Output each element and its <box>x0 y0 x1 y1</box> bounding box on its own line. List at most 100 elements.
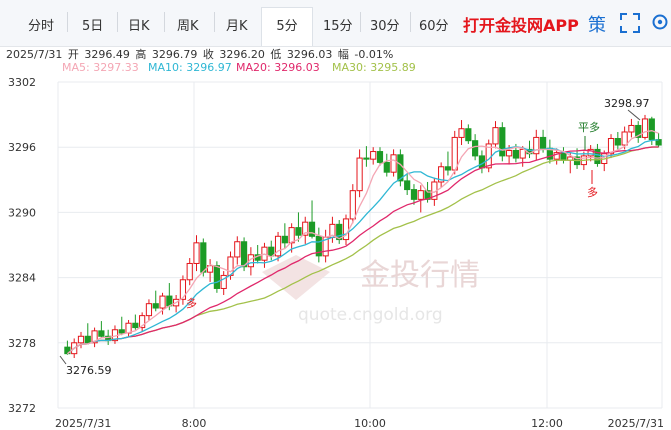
candle-body <box>84 335 91 344</box>
fullscreen-icon[interactable] <box>619 12 641 34</box>
candle-body <box>492 127 499 145</box>
ma30-legend: MA30: 3295.89 <box>332 61 416 74</box>
candle-body <box>648 118 655 141</box>
annotations: 3298.97 3276.59 多 平多多 <box>59 97 650 377</box>
x-tick-label: 10:00 <box>354 417 386 430</box>
quote-date: 2025/7/31 <box>6 48 63 61</box>
candle-body <box>641 118 649 138</box>
candle-body <box>274 235 282 257</box>
ma20-line <box>66 146 659 355</box>
candle-body <box>376 151 384 163</box>
candle-body <box>444 166 452 171</box>
y-tick-label: 3284 <box>8 272 36 285</box>
candle-body <box>281 235 288 244</box>
candle-body <box>560 152 567 161</box>
ma10-legend: MA10: 3296.97 <box>148 61 232 74</box>
candle-body <box>302 221 309 236</box>
ma20-legend: MA20: 3296.03 <box>236 61 320 74</box>
low-label: 低 <box>270 48 282 61</box>
candle-body <box>635 124 642 138</box>
watermark-url: quote.cngold.org <box>298 305 443 325</box>
candle-body <box>200 242 207 273</box>
candle-body <box>77 335 85 344</box>
x-tick-label: 12:00 <box>531 417 563 430</box>
ma5-line <box>66 130 659 355</box>
candle-body <box>553 152 560 160</box>
tab-divider <box>214 12 215 32</box>
candle-body <box>478 155 486 169</box>
candle-body <box>499 127 506 157</box>
quote-summary: 2025/7/31 开 3296.49 高 3296.79 收 3296.20 … <box>6 46 395 62</box>
candle-body <box>383 161 390 173</box>
candle-body <box>404 180 411 191</box>
chart-grid <box>57 81 663 409</box>
y-tick-label: 3278 <box>8 337 36 350</box>
y-tick-label: 3296 <box>8 141 36 154</box>
ma-lines <box>66 130 659 355</box>
candle-body <box>472 140 479 157</box>
candle-body <box>118 329 125 334</box>
candle-body <box>288 227 295 244</box>
x-tick-label: 2025/7/31 <box>55 417 111 430</box>
flat-signal-label: 平多 <box>578 120 600 134</box>
candle-body <box>295 227 302 236</box>
high-value: 3296.79 <box>151 48 198 61</box>
tab-5-min[interactable]: 5分 <box>261 7 313 46</box>
candle-body <box>506 149 513 157</box>
close-value: 3296.20 <box>219 48 265 61</box>
gear-icon[interactable] <box>650 12 670 32</box>
candle-body <box>512 149 519 159</box>
candle-body <box>179 279 187 300</box>
candle-body <box>91 330 98 344</box>
candle-body <box>247 254 254 268</box>
candle-body <box>213 265 220 289</box>
x-tick-label: 8:00 <box>182 417 207 430</box>
buy-signal-label: 多 <box>587 185 598 199</box>
max-price-label: 3298.97 <box>604 97 650 110</box>
candle-body <box>390 154 397 173</box>
strategy-button[interactable]: 策 <box>588 15 606 36</box>
open-value: 3296.49 <box>84 48 130 61</box>
watermark-logo <box>262 255 330 300</box>
tab-monthly-k[interactable]: 月K <box>226 19 248 34</box>
tab-15-min[interactable]: 15分 <box>323 19 353 34</box>
tab-divider <box>117 12 118 32</box>
tab-5-day[interactable]: 5日 <box>82 19 104 34</box>
tab-60-min[interactable]: 60分 <box>419 19 449 34</box>
candle-body <box>308 221 316 237</box>
candle-body <box>145 303 153 317</box>
tab-daily-k[interactable]: 日K <box>128 19 150 34</box>
candle-body <box>356 157 363 192</box>
candle-body <box>315 235 322 257</box>
change-value: -0.01% <box>354 48 394 61</box>
open-app-link[interactable]: 打开金投网APP <box>463 16 579 35</box>
candle-body <box>587 148 594 157</box>
change-label: 幅 <box>337 48 349 61</box>
candle-body <box>240 241 248 268</box>
tab-time-sharing[interactable]: 分时 <box>28 19 55 34</box>
candle-body <box>234 241 241 258</box>
candle-body <box>539 136 547 149</box>
tab-30-min[interactable]: 30分 <box>370 19 400 34</box>
close-label: 收 <box>202 48 214 61</box>
candle-body <box>533 136 540 155</box>
candle-body <box>98 330 105 337</box>
candle-body <box>438 166 445 183</box>
x-tick-label: 2025/7/31 <box>608 417 664 430</box>
candle-body <box>655 139 662 146</box>
candle-body <box>594 148 601 165</box>
open-label: 开 <box>67 48 79 61</box>
x-axis: 2025/7/31 8:00 10:00 12:00 2025/7/31 <box>55 417 664 430</box>
candle-body <box>186 262 193 281</box>
high-label: 高 <box>135 48 147 61</box>
y-tick-label: 3290 <box>8 206 36 219</box>
min-price-pointer <box>59 355 67 365</box>
tab-weekly-k[interactable]: 周K <box>177 19 199 34</box>
max-price-pointer <box>627 109 641 121</box>
candle-body <box>458 128 465 138</box>
tab-divider <box>360 12 361 32</box>
candle-body <box>628 124 635 133</box>
candle-body <box>363 157 370 160</box>
y-axis: 3302 3296 3290 3284 3278 3272 <box>8 76 36 415</box>
